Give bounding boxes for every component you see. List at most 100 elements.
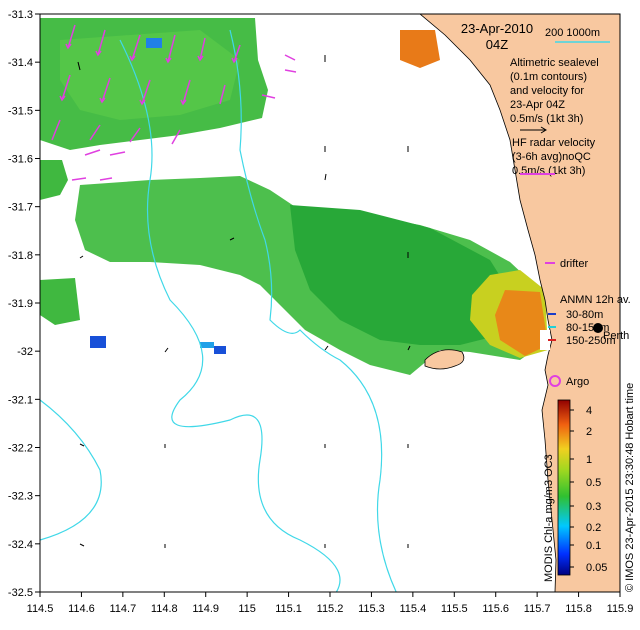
- bathymetry-contours: [40, 29, 397, 592]
- colorbar-tick-label: 0.3: [586, 501, 601, 513]
- y-tick-label: -31.4: [8, 57, 33, 69]
- bathy-contour-shelf: [229, 29, 397, 592]
- y-tick-label: -32: [17, 346, 33, 358]
- chl-pixel-north-blue: [146, 38, 162, 48]
- x-tick-label: 115.7: [524, 603, 551, 615]
- x-tick-label: 114.5: [27, 603, 54, 615]
- hf-arrow: [71, 177, 87, 181]
- chl-patch-southwest: [40, 278, 80, 325]
- alt-legend-line: 23-Apr 04Z: [510, 99, 565, 111]
- perth-label: Perth: [603, 330, 629, 342]
- hf-arrow: [284, 54, 296, 61]
- rottnest-island: [424, 349, 465, 370]
- hf-arrow: [129, 34, 141, 62]
- chlorophyll-layer: [40, 18, 548, 375]
- hf-arrow: [59, 74, 71, 102]
- hf-arrow: [65, 24, 76, 50]
- x-tick-label: 115: [238, 603, 256, 615]
- perth-marker: [593, 323, 603, 333]
- drifter-legend-label: drifter: [560, 258, 588, 270]
- colorbar-tick-label: 2: [586, 426, 592, 438]
- alt-legend-line: Altimetric sealevel: [510, 57, 599, 69]
- chl-patch-northwest-inner: [60, 30, 240, 120]
- colorbar-ticks: 4 2 1 0.5 0.3 0.2 0.1 0.05: [570, 405, 607, 574]
- hf-arrow: [95, 29, 106, 57]
- y-axis: -31.3 -31.4 -31.5 -31.6 -31.7 -31.8 -31.9 -32 -3…: [8, 9, 40, 599]
- alt-legend-line: 0.5m/s (1kt 3h): [510, 113, 583, 125]
- hf-arrow: [109, 151, 126, 156]
- x-axis: 114.5 114.6 114.7 114.8 114.9 115 115.1 115.2 11…: [27, 592, 633, 615]
- colorbar-tick-label: 0.1: [586, 540, 601, 552]
- anmn-legend-item: 80-150m: [566, 322, 609, 334]
- alt-legend-arrowhead: [540, 126, 547, 134]
- altimetric-arrows: [77, 55, 411, 548]
- alt-legend-line: and velocity for: [510, 85, 584, 97]
- anmn-legend: ANMN 12h av. 30-80m 80-150m 150-250m: [560, 294, 631, 347]
- x-tick-label: 115.1: [275, 603, 302, 615]
- alt-arrow: [79, 255, 84, 259]
- hf-arrow: [284, 69, 297, 73]
- chl-patch-north-orange: [400, 30, 440, 68]
- colorbar-tick-label: 1: [586, 454, 592, 466]
- credit-text: © IMOS 23-Apr-2015 23:30:48 Hobart time: [624, 383, 636, 592]
- y-tick-label: -32.5: [8, 587, 33, 599]
- x-tick-label: 114.6: [68, 603, 95, 615]
- map-time-title: 04Z: [486, 37, 508, 52]
- y-tick-label: -32.3: [8, 491, 33, 503]
- anmn-legend-item: 150-250m: [566, 335, 616, 347]
- alt-arrow: [407, 345, 411, 351]
- hf-arrow: [171, 129, 181, 145]
- hf-arrow: [165, 34, 176, 64]
- colorbar-gradient: [557, 399, 571, 576]
- bathy-contour-deep: [119, 39, 341, 592]
- alt-arrow: [164, 347, 169, 353]
- alt-arrow: [79, 543, 85, 547]
- hf-arrow: [261, 94, 276, 99]
- chl-pixel-cyan: [200, 342, 214, 348]
- argo-marker: [549, 375, 561, 387]
- y-tick-label: -32.4: [8, 539, 33, 551]
- chl-pixel-blue-2: [214, 346, 226, 354]
- y-tick-label: -31.3: [8, 9, 33, 21]
- hf-arrow: [197, 37, 206, 62]
- x-tick-label: 115.8: [565, 603, 592, 615]
- alt-arrow: [229, 237, 235, 241]
- chl-patch-central-dense: [290, 205, 515, 345]
- altimetric-legend: Altimetric sealevel (0.1m contours) and …: [510, 57, 599, 134]
- colorbar-tick-label: 0.5: [586, 477, 601, 489]
- hf-arrow: [51, 119, 61, 141]
- swan-estuary: [540, 330, 550, 350]
- x-tick-label: 114.9: [192, 603, 219, 615]
- x-tick-label: 114.8: [151, 603, 178, 615]
- y-tick-label: -32.2: [8, 443, 33, 455]
- y-tick-label: -32.1: [8, 394, 33, 406]
- hf-arrow: [99, 77, 111, 104]
- alt-arrow: [79, 443, 85, 447]
- chl-pixel-blue: [90, 336, 106, 348]
- x-tick-label: 115.4: [399, 603, 426, 615]
- alt-arrow: [324, 345, 329, 351]
- hf-legend-line: (3-6h avg)noQC: [512, 151, 591, 163]
- bathy-contour-west: [40, 399, 102, 541]
- hf-arrow: [129, 127, 141, 143]
- y-tick-label: -31.8: [8, 250, 33, 262]
- hf-legend-line: 0.5m/s (1kt 3h): [512, 165, 585, 177]
- anmn-legend-item: 30-80m: [566, 309, 603, 321]
- alt-arrow: [324, 173, 327, 181]
- hf-arrow: [139, 79, 151, 106]
- colorbar-tick-label: 0.2: [586, 522, 601, 534]
- x-tick-label: 114.7: [109, 603, 136, 615]
- colorbar-tick-label: 0.05: [586, 562, 607, 574]
- hf-arrow: [231, 44, 241, 64]
- hf-radar-arrows: [51, 24, 297, 181]
- map-date-title: 23-Apr-2010: [461, 21, 533, 36]
- anmn-moorings: [548, 313, 556, 341]
- y-tick-label: -31.5: [8, 105, 33, 117]
- y-tick-label: -31.6: [8, 154, 33, 166]
- x-tick-label: 115.6: [482, 603, 509, 615]
- chl-patch-west-edge: [40, 160, 68, 200]
- hf-arrow: [89, 124, 101, 141]
- y-tick-label: -31.7: [8, 202, 33, 214]
- colorbar: 4 2 1 0.5 0.3 0.2 0.1 0.05 MODIS Chl-a mg/m3 OC…: [543, 399, 607, 582]
